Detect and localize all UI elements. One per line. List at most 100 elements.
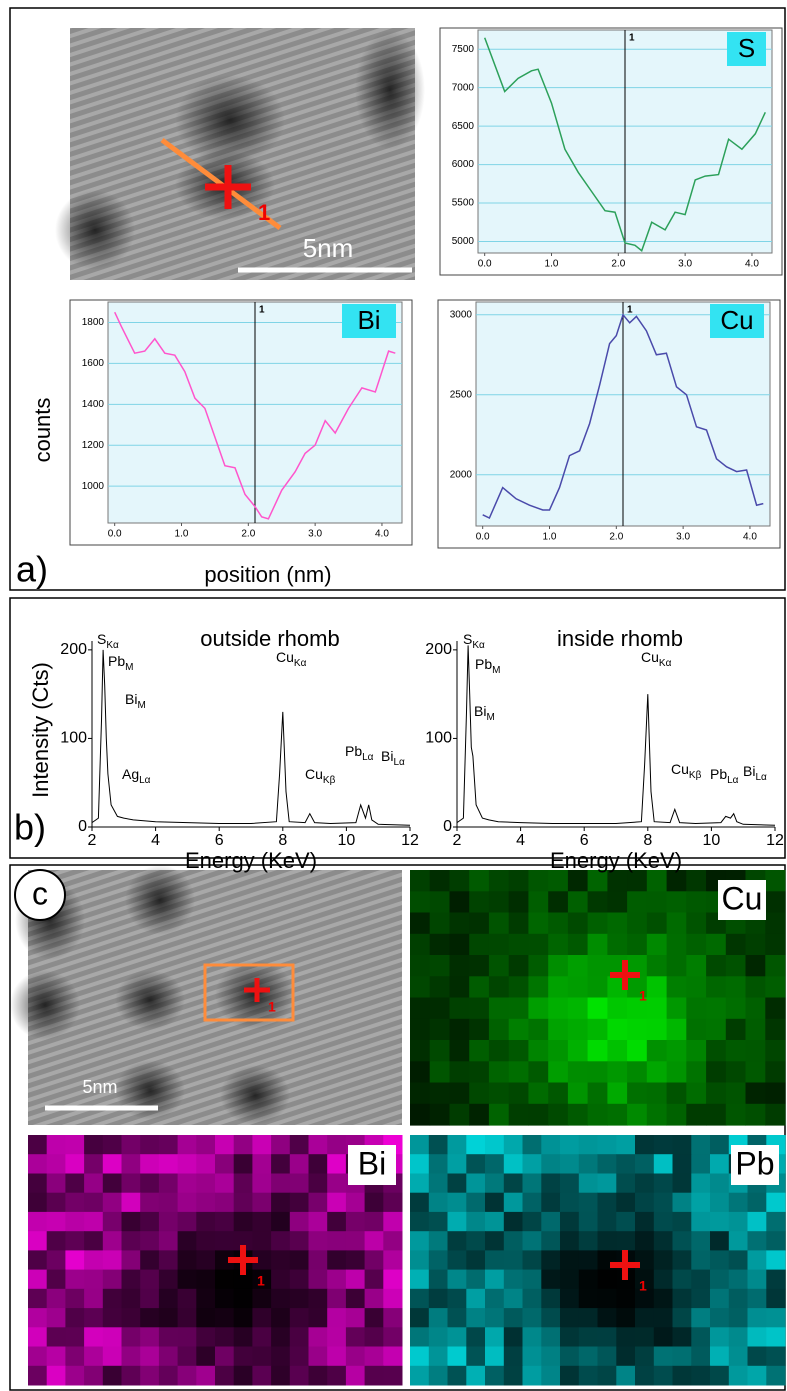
map-pixel [429,976,450,999]
map-pixel [449,955,470,977]
map-pixel [121,1192,141,1213]
map-pixel [686,1040,707,1062]
map-pixel [158,1135,179,1155]
map-pixel [215,1327,235,1347]
map-pixel [447,1231,467,1251]
map-pixel [607,891,628,914]
map-pixel [578,1154,599,1174]
map-pixel [653,1269,674,1290]
map-pixel [84,1346,104,1367]
map-pixel [46,1327,66,1347]
panel-label: a) [16,549,48,590]
map-pixel [28,1327,48,1347]
map-pixel [627,1061,648,1084]
map-pixel [177,1173,197,1194]
map-pixel [666,912,687,935]
map-pixel [383,1250,403,1271]
map-pixel [766,1365,786,1386]
map-pixel [140,1327,160,1347]
map-pixel [503,1250,524,1271]
panel-c-frame [9,864,786,1391]
map-pixel [653,1231,674,1251]
image-marker: 1 [258,200,270,225]
map-pixel [447,1308,467,1328]
map-pixel [102,1211,122,1232]
peak-line: Lα [727,775,739,786]
map-pixel [327,1192,347,1213]
map-pixel [364,1327,384,1347]
map-pixel [383,1365,403,1386]
map-pixel [666,1103,687,1126]
map-pixel [728,1346,749,1367]
map-pixel [140,1346,160,1367]
map-pixel [745,1040,766,1062]
map-pixel [766,1288,786,1309]
map-pixel [215,1308,235,1328]
map-pixel [308,1327,328,1347]
map-pixel [140,1173,160,1194]
map-pixel [607,1018,628,1041]
map-pixel [672,1250,692,1271]
map-pixel [466,1346,486,1367]
map-pixel [327,1211,347,1232]
map-pixel [28,1173,48,1194]
map-pixel [597,1346,617,1367]
map-pixel [364,1308,384,1328]
map-pixel [410,1231,430,1251]
map-pixel [410,891,431,914]
map-pixel [410,1365,430,1386]
map-pixel [429,1082,450,1105]
y-tick-label: 100 [425,730,452,747]
map-pixel [410,1346,430,1367]
x-tick-label: 3.0 [676,532,690,543]
map-pixel [627,1103,648,1126]
map-pixel [233,1269,253,1290]
map-pixel [102,1288,122,1309]
map-pixel [635,1327,655,1347]
map-cross [610,960,640,990]
y-tick-label: 1000 [82,481,105,492]
map-pixel [215,1365,235,1386]
y-tick-label: 200 [425,641,452,658]
map-pixel [691,1250,711,1271]
map-pixel [196,1346,216,1367]
map-pixel [233,1327,253,1347]
map-pixel [766,1250,786,1271]
map-pixel [728,1231,749,1251]
spectrum-title: outside rhomb [200,626,339,651]
map-pixel [271,1288,291,1309]
map-pixel [725,955,746,977]
map-pixel [686,891,707,914]
map-pixel [578,1269,599,1290]
map-pixel [635,1288,655,1309]
map-pixel [488,1082,510,1105]
map-pixel [252,1135,272,1155]
y-tick-label: 1200 [82,440,105,451]
map-pixel [215,1231,235,1251]
map-pixel [327,1231,347,1251]
peak-line: M [486,712,494,723]
map-pixel [567,1103,589,1126]
map-pixel [560,1327,580,1347]
map-pixel [121,1308,141,1328]
map-pixel [488,1018,510,1041]
map-pixel [710,1192,730,1213]
map-pixel [508,870,529,892]
map-pixel [215,1154,235,1174]
map-pixel [653,1346,674,1367]
map-pixel [706,976,727,999]
map-pixel [447,1211,467,1232]
map-pixel [46,1269,66,1290]
map-pixel [728,1211,749,1232]
map-pixel [710,1231,730,1251]
map-pixel [485,1154,505,1174]
map-pixel [747,1269,767,1290]
map-pixel [308,1269,328,1290]
map-pixel [345,1365,366,1386]
map-pixel [725,1103,746,1126]
x-tick-label: 4.0 [745,259,759,270]
map-pixel [706,1103,727,1126]
map-pixel [508,1082,529,1105]
map-pixel [567,891,589,914]
map-pixel [364,1346,384,1367]
